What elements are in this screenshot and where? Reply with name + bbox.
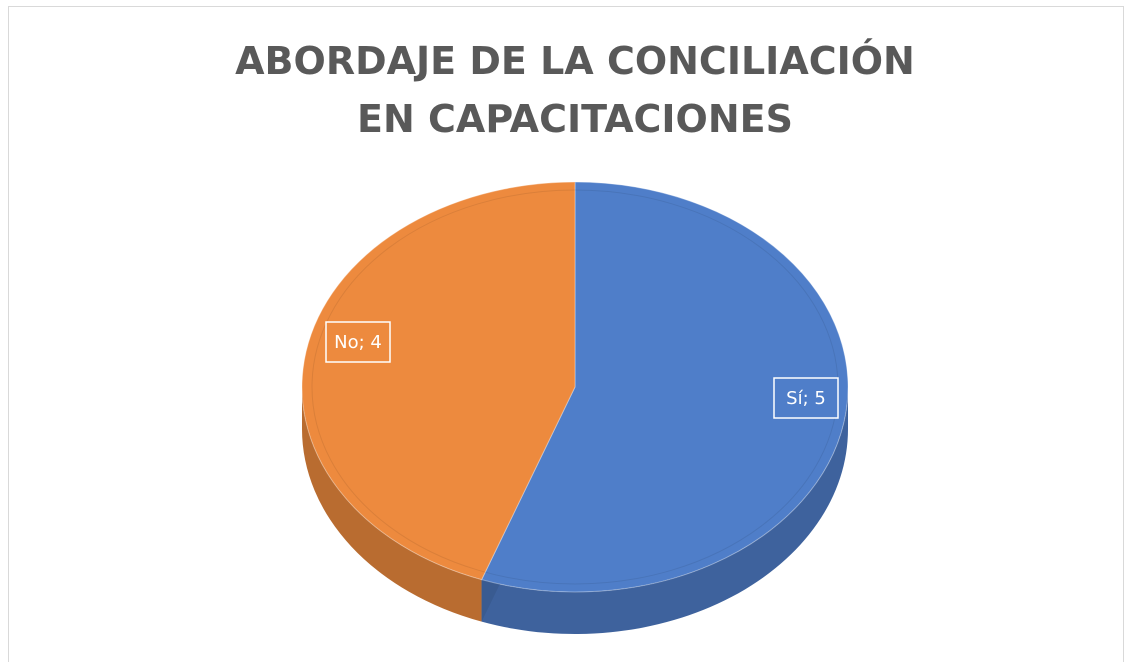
pie-slice: [480, 181, 849, 593]
pie-side: [302, 387, 482, 622]
pie-slice: [301, 181, 576, 581]
data-label-box: [325, 321, 391, 363]
data-label: No; 4: [334, 332, 382, 353]
pie-side: [481, 387, 848, 634]
chart-frame: [8, 6, 1124, 662]
data-label-box: [773, 377, 839, 419]
chart-title: ABORDAJE DE LA CONCILIACIÓN EN CAPACITAC…: [235, 39, 915, 141]
data-label: Sí; 5: [786, 388, 826, 409]
